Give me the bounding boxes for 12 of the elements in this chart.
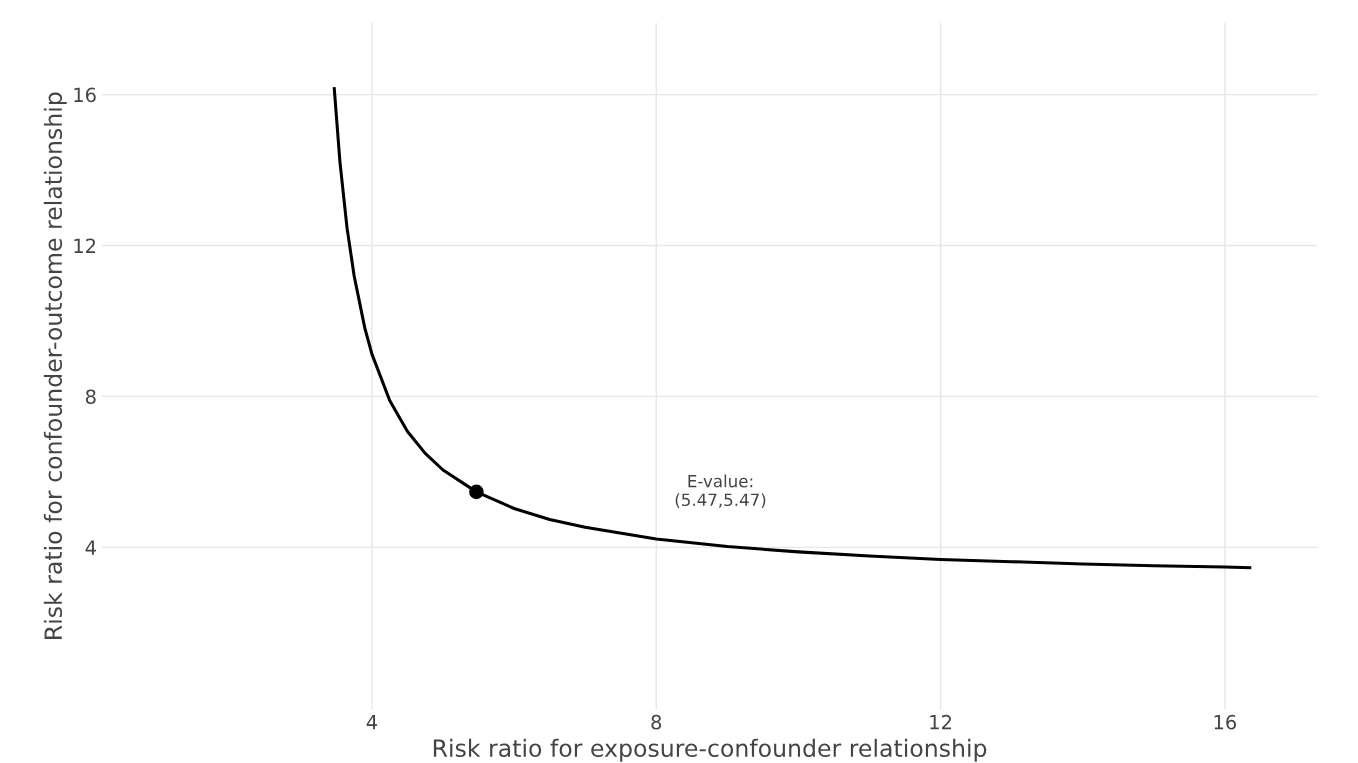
- x-axis-title: Risk ratio for exposure-confounder relationship: [433, 738, 987, 762]
- y-tick-label: 16: [74, 87, 96, 103]
- line-series: [332, 87, 1252, 570]
- y-tick-label: 4: [85, 540, 96, 555]
- x-tick-label: 12: [930, 714, 951, 730]
- annotation: E-value: (5.47,5.47): [675, 474, 766, 509]
- x-tick-label: 4: [366, 715, 378, 730]
- y-tick-label: 8: [85, 389, 96, 405]
- x-tick-label: 8: [651, 714, 662, 730]
- y-axis-title: Risk ratio for confounder-outcome relationship: [43, 92, 67, 639]
- x-tick-label: 16: [1214, 714, 1237, 730]
- y-tick-label: 12: [74, 238, 96, 253]
